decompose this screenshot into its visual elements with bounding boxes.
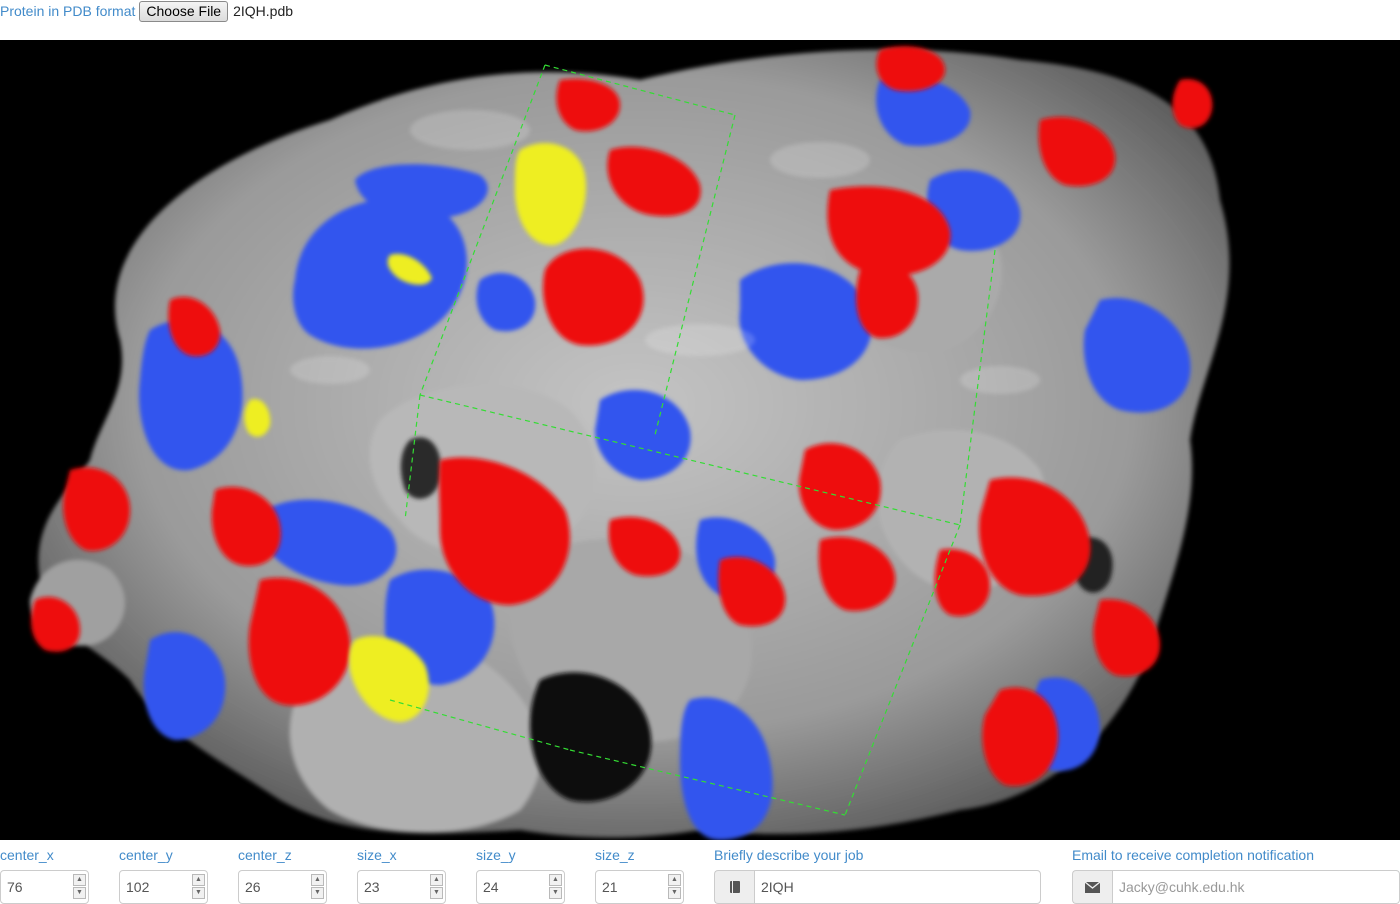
choose-file-button[interactable]: Choose File <box>139 0 229 22</box>
center-x-label: center_x <box>0 847 54 863</box>
step-down-icon[interactable]: ▼ <box>668 887 681 899</box>
protein-surface-render <box>0 40 1400 840</box>
step-up-icon[interactable]: ▲ <box>430 874 443 886</box>
step-up-icon[interactable]: ▲ <box>73 874 86 886</box>
center-y-label: center_y <box>119 847 173 863</box>
center-z-stepper: ▲ ▼ <box>311 874 324 900</box>
size-z-stepper: ▲ ▼ <box>668 874 681 900</box>
step-up-icon[interactable]: ▲ <box>192 874 205 886</box>
size-y-label: size_y <box>476 847 516 863</box>
email-label: Email to receive completion notification <box>1072 847 1315 863</box>
search-box <box>389 64 996 816</box>
sulfur-patches <box>244 143 586 722</box>
center-y-input[interactable] <box>120 871 186 903</box>
step-down-icon[interactable]: ▼ <box>192 887 205 899</box>
book-icon <box>714 870 754 904</box>
size-z-label: size_z <box>595 847 635 863</box>
surface-cavities <box>400 437 1113 802</box>
selected-file-name: 2IQH.pdb <box>233 3 294 19</box>
size-x-spinner: ▲ ▼ <box>357 870 446 904</box>
description-group <box>714 870 1041 904</box>
center-z-label: center_z <box>238 847 292 863</box>
negative-charge-patches <box>31 46 1213 786</box>
size-y-spinner: ▲ ▼ <box>476 870 565 904</box>
step-down-icon[interactable]: ▼ <box>549 887 562 899</box>
size-z-input[interactable] <box>596 871 662 903</box>
step-up-icon[interactable]: ▲ <box>311 874 324 886</box>
size-y-input[interactable] <box>477 871 543 903</box>
center-x-stepper: ▲ ▼ <box>73 874 86 900</box>
surface-highlights <box>290 110 1040 394</box>
size-x-input[interactable] <box>358 871 424 903</box>
center-y-stepper: ▲ ▼ <box>192 874 205 900</box>
protein-3d-viewer[interactable] <box>0 40 1400 840</box>
step-down-icon[interactable]: ▼ <box>73 887 86 899</box>
step-up-icon[interactable]: ▲ <box>549 874 562 886</box>
file-upload-row: Protein in PDB format Choose File 2IQH.p… <box>0 0 293 22</box>
email-input[interactable] <box>1112 870 1400 904</box>
size-z-spinner: ▲ ▼ <box>595 870 684 904</box>
center-y-spinner: ▲ ▼ <box>119 870 208 904</box>
center-z-spinner: ▲ ▼ <box>238 870 327 904</box>
center-x-input[interactable] <box>1 871 67 903</box>
step-down-icon[interactable]: ▼ <box>430 887 443 899</box>
size-x-label: size_x <box>357 847 397 863</box>
step-down-icon[interactable]: ▼ <box>311 887 324 899</box>
size-x-stepper: ▲ ▼ <box>430 874 443 900</box>
center-z-input[interactable] <box>239 871 305 903</box>
center-x-spinner: ▲ ▼ <box>0 870 89 904</box>
size-y-stepper: ▲ ▼ <box>549 874 562 900</box>
file-upload-label: Protein in PDB format <box>0 3 136 19</box>
description-label: Briefly describe your job <box>714 847 864 863</box>
step-up-icon[interactable]: ▲ <box>668 874 681 886</box>
description-input[interactable] <box>754 870 1041 904</box>
envelope-icon <box>1072 870 1112 904</box>
email-group <box>1072 870 1400 904</box>
positive-charge-patches <box>139 76 1191 840</box>
